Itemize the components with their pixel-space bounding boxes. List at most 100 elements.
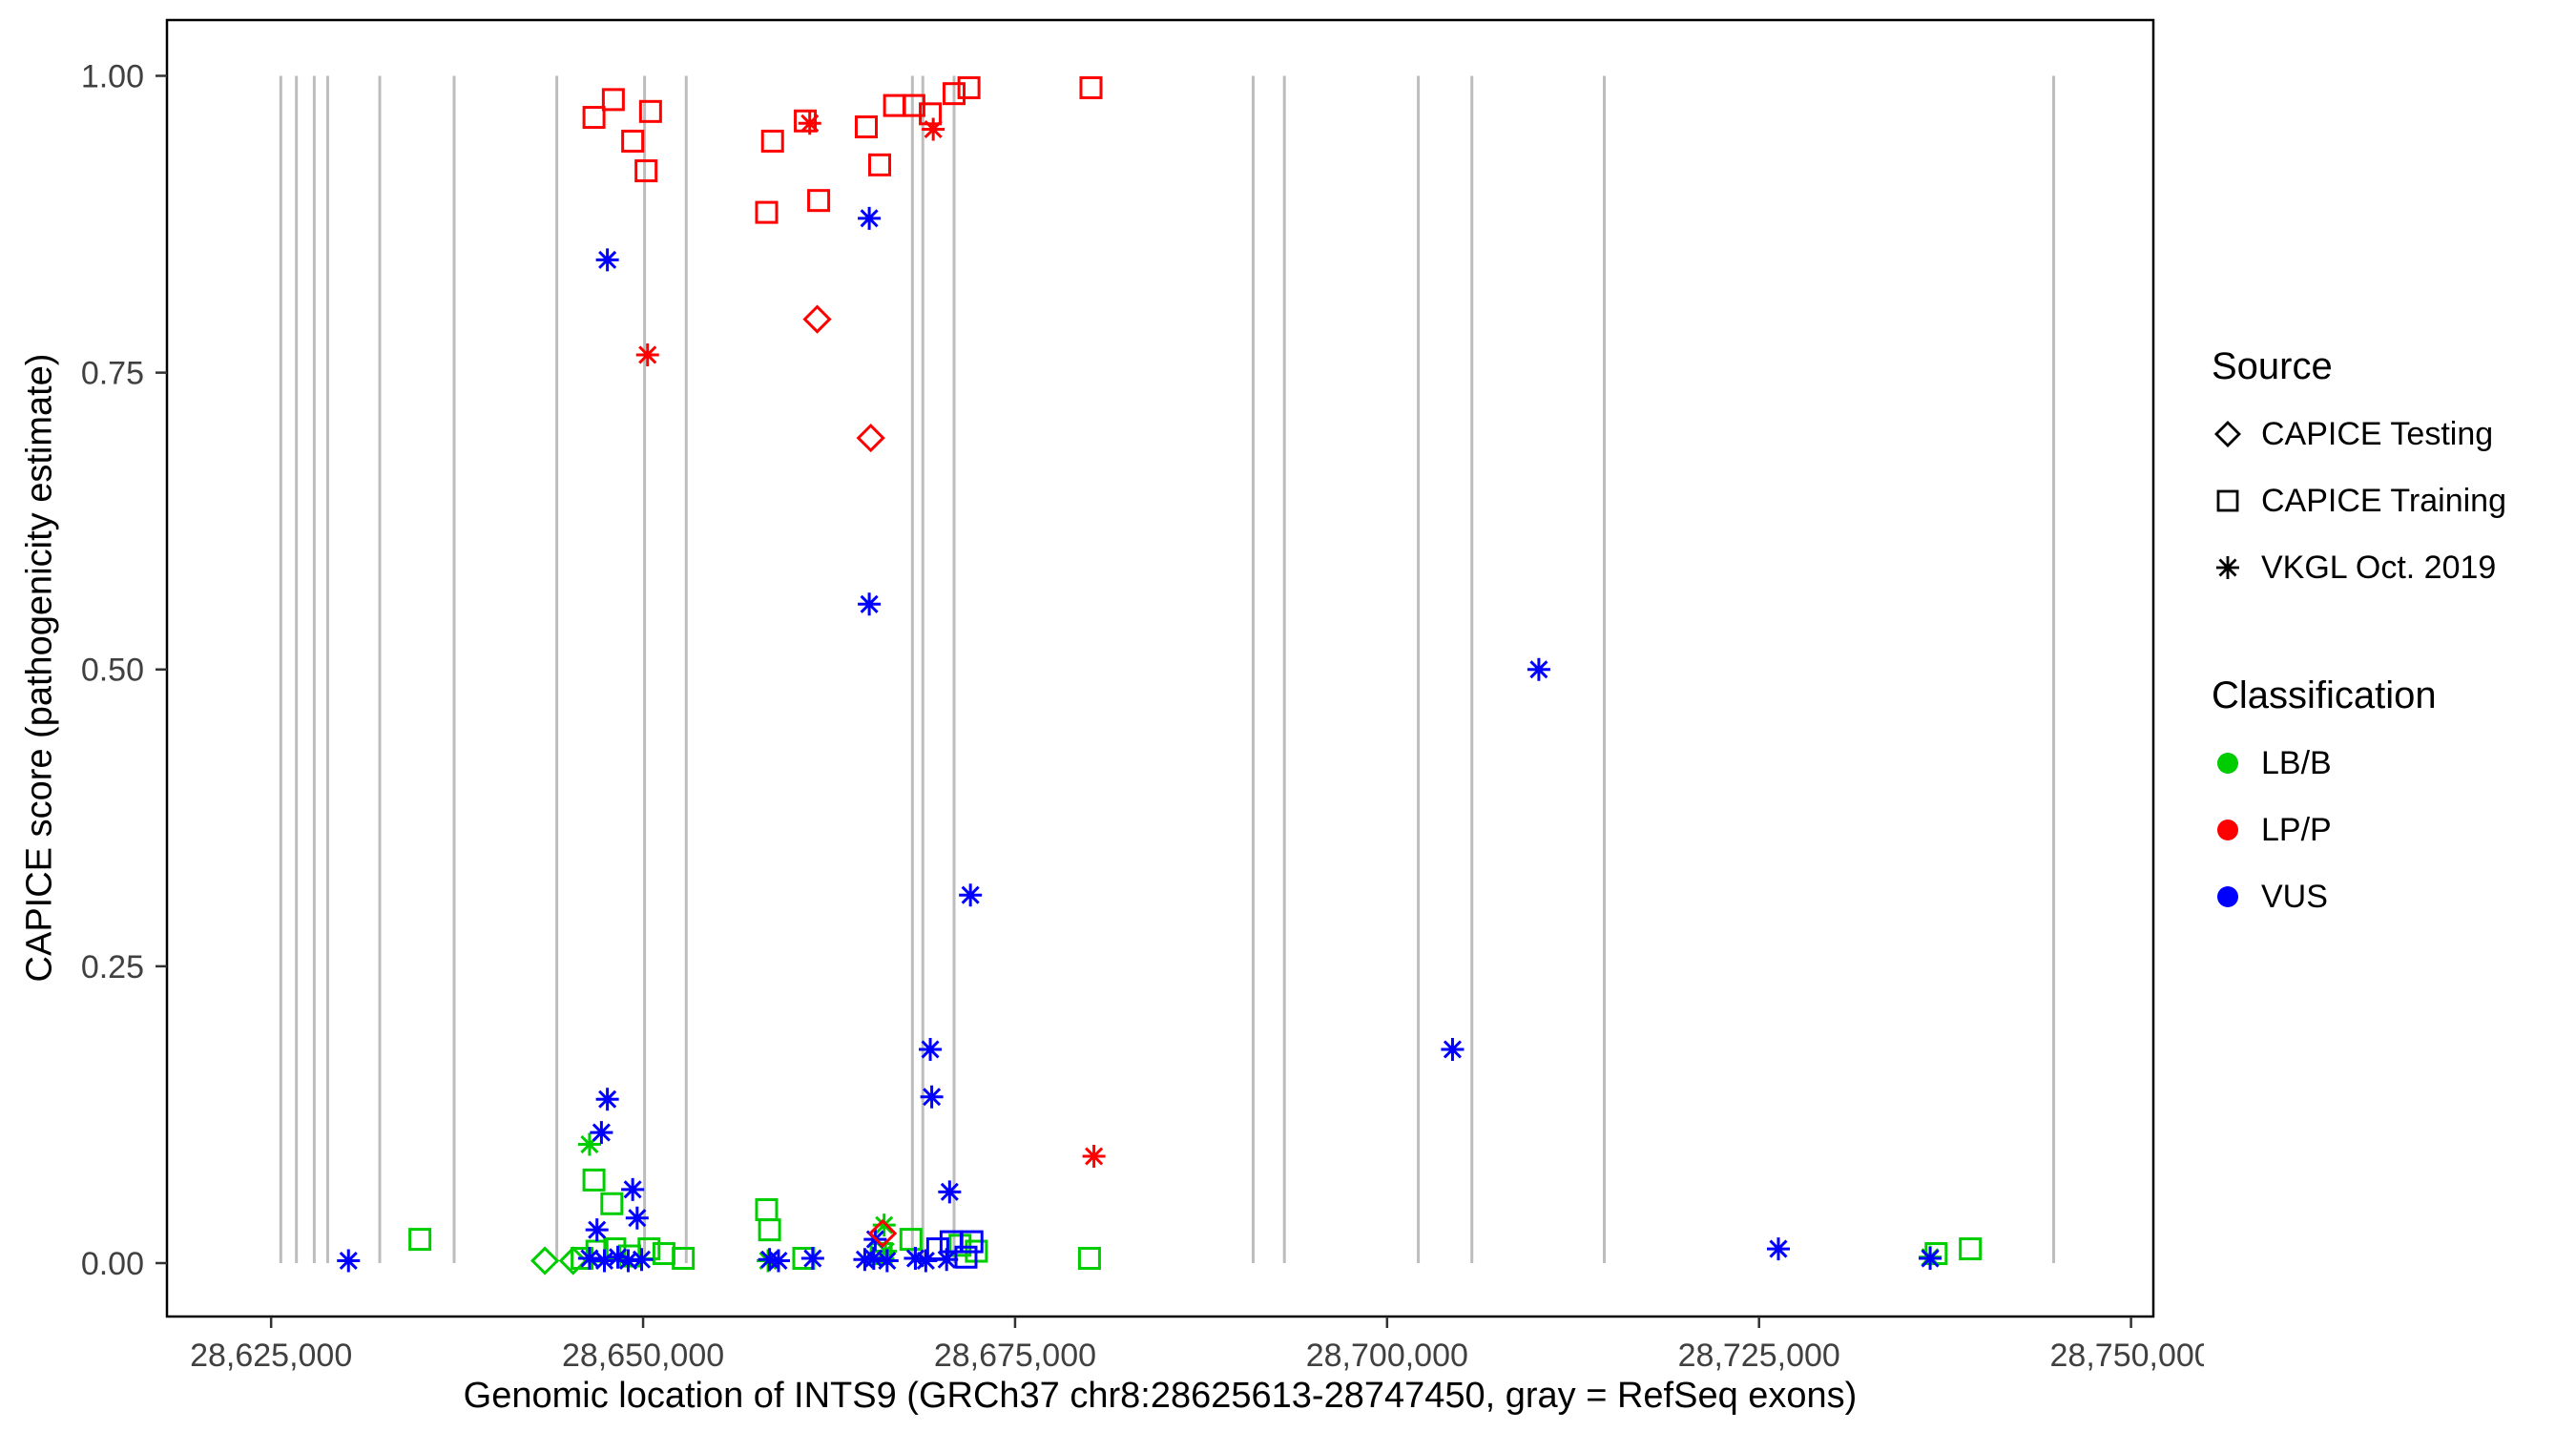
panel-border [165,18,2155,1318]
data-point [621,1177,645,1201]
data-point [755,1197,779,1221]
data-point [672,1247,696,1271]
legend: Source CAPICE Testing CAPICE Training VK… [2212,345,2576,943]
data-point [874,1239,898,1263]
data-point [592,1249,616,1273]
data-point [899,1228,923,1252]
legend-classification-title: Classification [2212,674,2437,716]
data-point [635,342,659,366]
data-point [337,1249,361,1273]
data-point [943,82,966,106]
data-point [582,106,606,130]
data-point [919,102,943,126]
legend-item-label: CAPICE Testing [2261,415,2494,452]
data-point [590,1121,613,1145]
data-point [1077,1247,1101,1271]
data-point [862,1247,885,1271]
lpp-color-dot [2217,819,2238,840]
data-point [606,1245,630,1269]
data-point [875,1249,899,1273]
legend-item-capice-training: CAPICE Training [2212,480,2576,522]
data-point [1082,1144,1106,1168]
data-point [601,88,625,112]
data-point [858,206,882,230]
data-point [638,99,662,123]
asterisk-icon [2216,556,2239,579]
data-point [1441,1037,1465,1061]
legend-item-capice-testing: CAPICE Testing [2212,413,2576,455]
legend-item-label: LB/B [2261,744,2332,781]
data-point [652,1242,675,1266]
data-point [919,1037,943,1061]
data-point [957,75,981,99]
data-point [959,883,983,907]
data-point [616,1249,640,1273]
x-tick-label: 28,725,000 [1678,1338,1840,1374]
data-point [1959,1237,1983,1261]
data-point [858,592,882,616]
data-point [883,93,906,117]
data-point [938,1180,962,1204]
data-point [577,1247,601,1271]
data-point [800,1247,824,1271]
y-tick-label: 0.00 [81,1246,144,1282]
data-point [755,200,779,224]
data-point [625,1206,649,1230]
data-point [766,1249,790,1273]
data-point [595,1088,619,1111]
data-point [600,1192,624,1215]
x-axis-title: Genomic location of INTS9 (GRCh37 chr8:2… [463,1376,1858,1416]
data-point [802,304,832,334]
data-point [1919,1247,1942,1271]
y-axis-title: CAPICE score (pathogenicity estimate) [19,353,60,983]
data-point [530,1246,560,1275]
data-point [558,1246,588,1275]
lbb-color-dot [2217,753,2238,774]
data-point [922,117,945,141]
data-point [798,112,821,135]
legend-item-label: LP/P [2261,811,2332,848]
data-point [582,1168,606,1192]
y-tick-label: 1.00 [81,58,144,94]
diamond-icon [2214,421,2241,447]
y-tick-label: 0.75 [81,356,144,392]
data-point [1766,1237,1790,1261]
data-point [954,1245,978,1269]
data-point [1079,75,1103,99]
data-point [868,153,892,176]
legend-item-vus: VUS [2212,876,2576,918]
data-point [960,1230,984,1254]
data-point [408,1228,432,1252]
data-point [925,1237,949,1261]
data-point [760,129,784,153]
data-point [872,1213,896,1237]
data-point [577,1132,601,1156]
data-point [914,1249,938,1273]
x-tick-label: 28,750,000 [2050,1338,2204,1374]
data-point [920,1085,944,1109]
data-point [856,423,885,453]
x-tick-label: 28,650,000 [562,1338,724,1374]
x-tick-label: 28,625,000 [190,1338,352,1374]
plot-area: 28,625,000 28,650,000 28,675,000 28,700,000… [81,18,2204,1374]
data-point [595,248,619,272]
data-point [634,159,658,183]
data-point [1527,657,1550,681]
data-point [854,115,878,139]
legend-source-title: Source [2212,345,2333,387]
data-point [904,1247,927,1271]
y-tick-label: 0.25 [81,949,144,985]
legend-item-label: VUS [2261,878,2328,915]
legend-item-lpp: LP/P [2212,809,2576,851]
data-point [630,1248,654,1272]
data-point [868,1218,898,1249]
data-point [585,1218,609,1242]
data-point [807,189,831,213]
data-point [758,1218,781,1242]
legend-item-label: VKGL Oct. 2019 [2261,549,2497,586]
x-tick-label: 28,675,000 [934,1338,1096,1374]
legend-item-label: CAPICE Training [2261,482,2506,519]
legend-item-vkgl: VKGL Oct. 2019 [2212,547,2576,589]
vus-color-dot [2217,886,2238,907]
